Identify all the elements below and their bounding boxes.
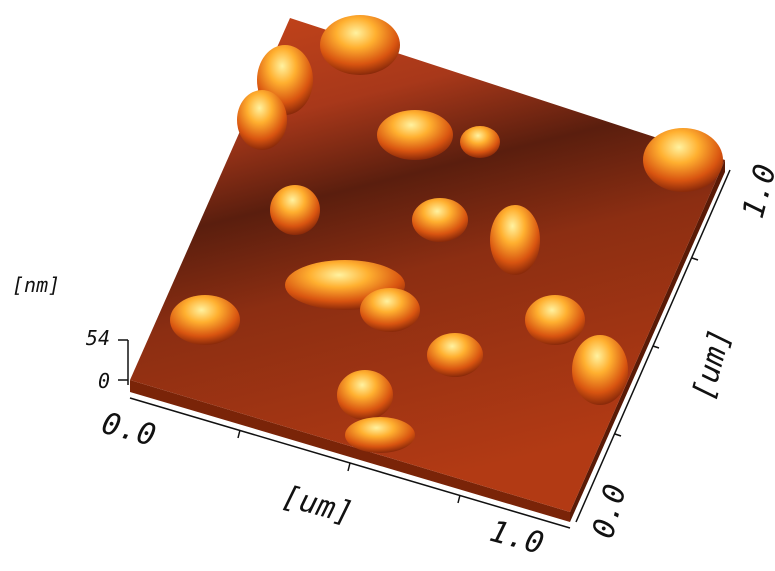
afm-image: [nm] 54 0 0.0 [um] 1.0 0.0 [um] 1.0 (0, 0, 775, 571)
z-axis-label: [nm] (12, 273, 60, 297)
x-axis-label: [um] (278, 479, 357, 532)
z-tick-label: 0 (98, 369, 110, 393)
x-tick-label: 0.0 (98, 406, 159, 454)
surface (130, 15, 725, 522)
y-tick-label: 1.0 (736, 161, 775, 222)
y-tick-label: 0.0 (586, 481, 634, 542)
y-axis-label: [um] (686, 325, 739, 404)
x-tick-label: 1.0 (486, 514, 547, 562)
z-tick-label: 54 (86, 326, 110, 350)
